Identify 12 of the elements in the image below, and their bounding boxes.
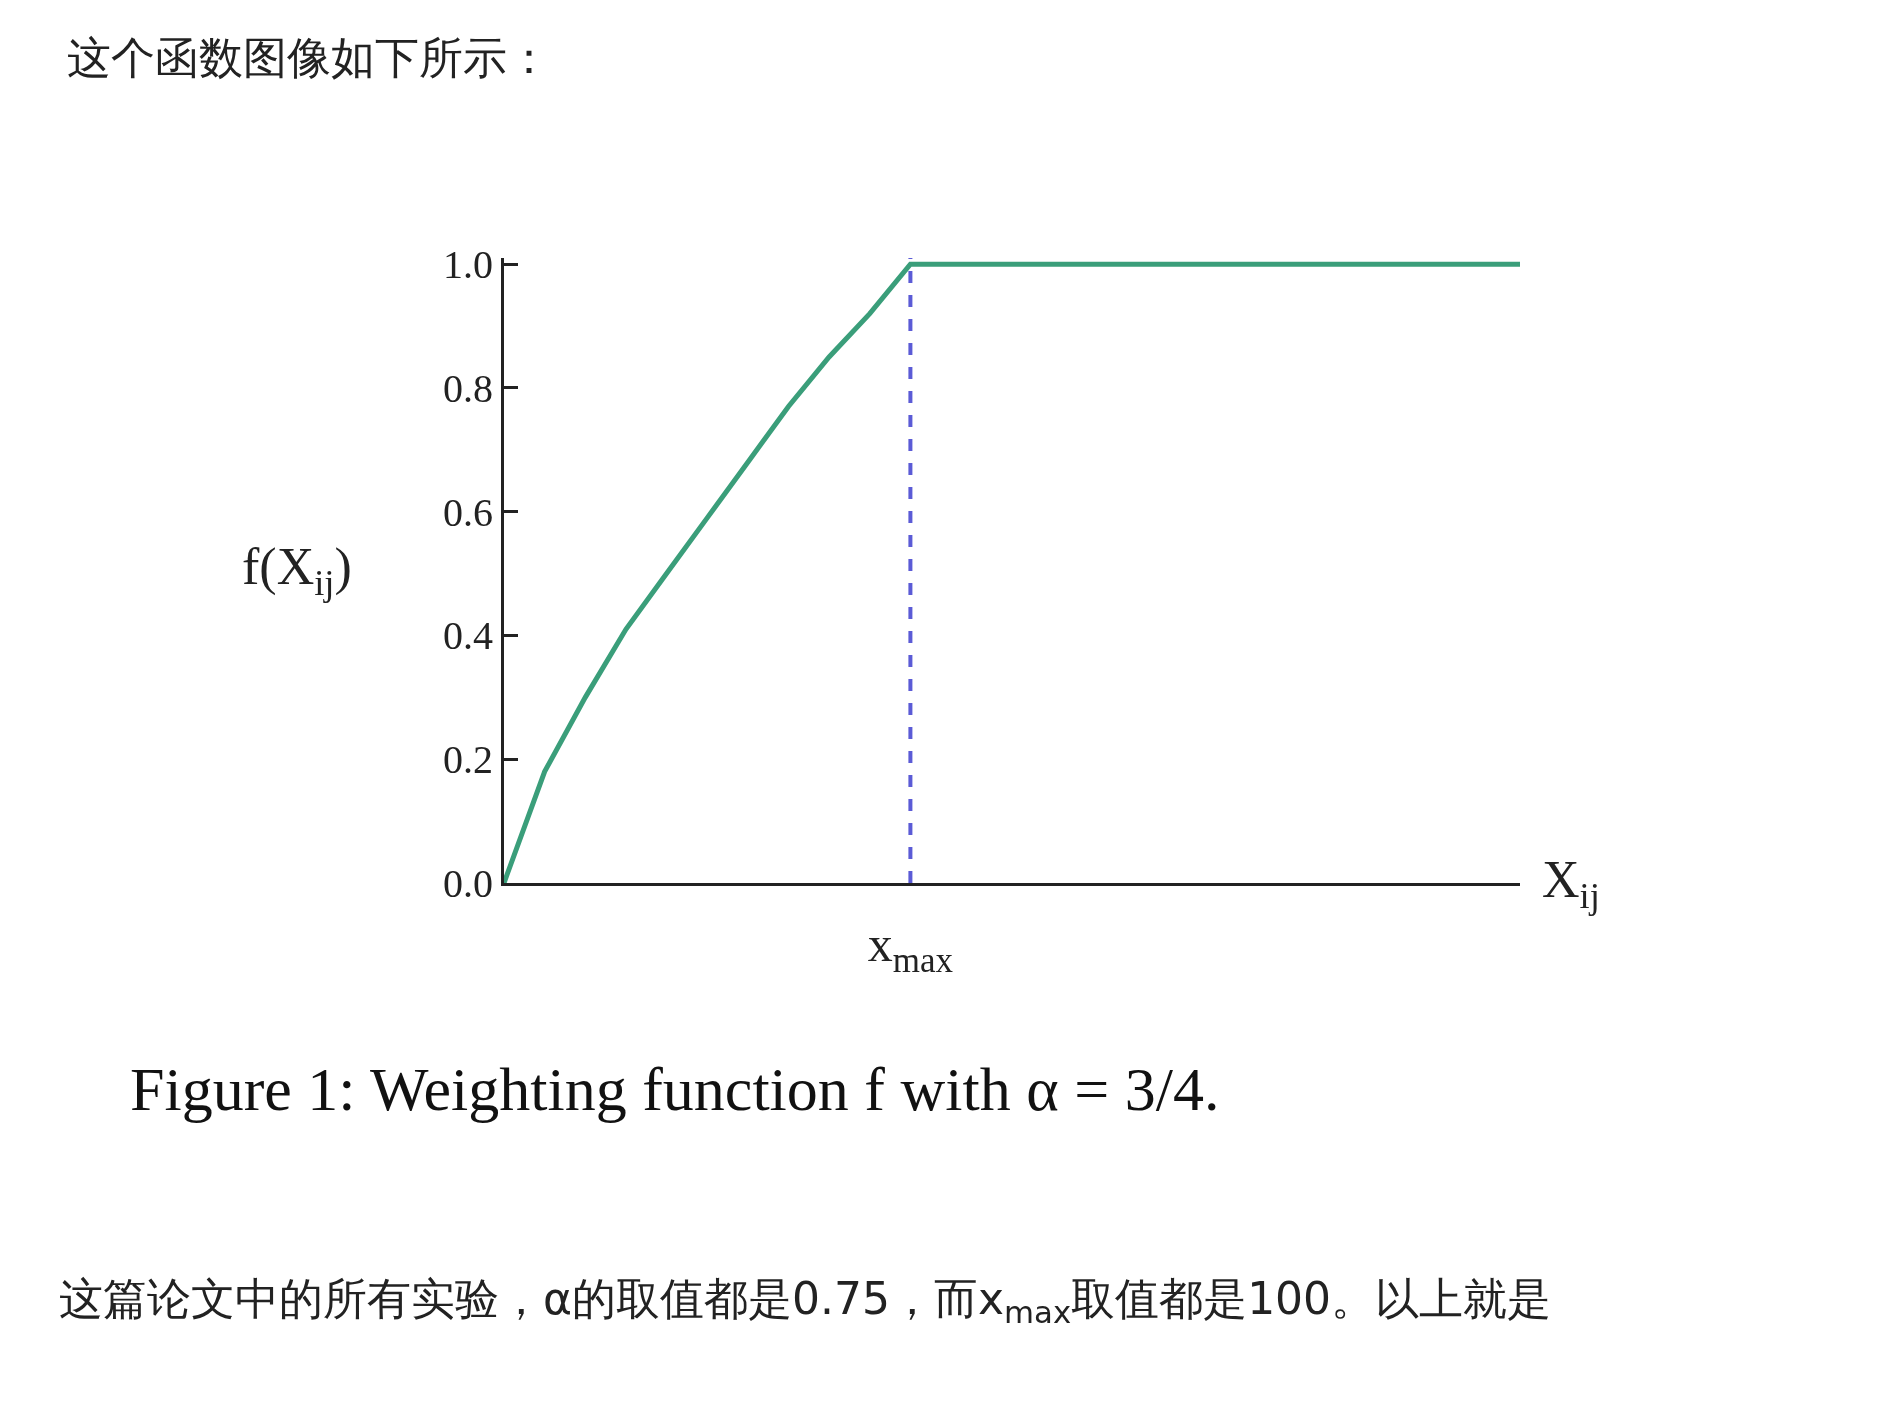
y-tick-label: 0.8 [443, 365, 493, 411]
y-axis-title: f(X$_{ij}$) [242, 538, 352, 603]
chart-title: 这个函数图像如下所示： [66, 32, 551, 84]
x-axis-title: X$_{ij}$ [1542, 851, 1600, 916]
x-tick-label: x$_{max}$ [867, 916, 954, 980]
text: 这篇论文中的所有实验，α的取值都是0.75，而x$_{max}$取值都是100。以上就是 [59, 1273, 1552, 1331]
y-tick-label: 0.6 [443, 489, 493, 535]
y-tick-label: 1.0 [443, 242, 493, 288]
caption: Figure 1: Weighting function f with α = 3/4. [130, 1055, 1220, 1123]
y-tick-label: 0.4 [443, 613, 493, 659]
y-tick-label: 0.0 [443, 861, 493, 906]
y-tick-label: 0.2 [443, 737, 493, 783]
